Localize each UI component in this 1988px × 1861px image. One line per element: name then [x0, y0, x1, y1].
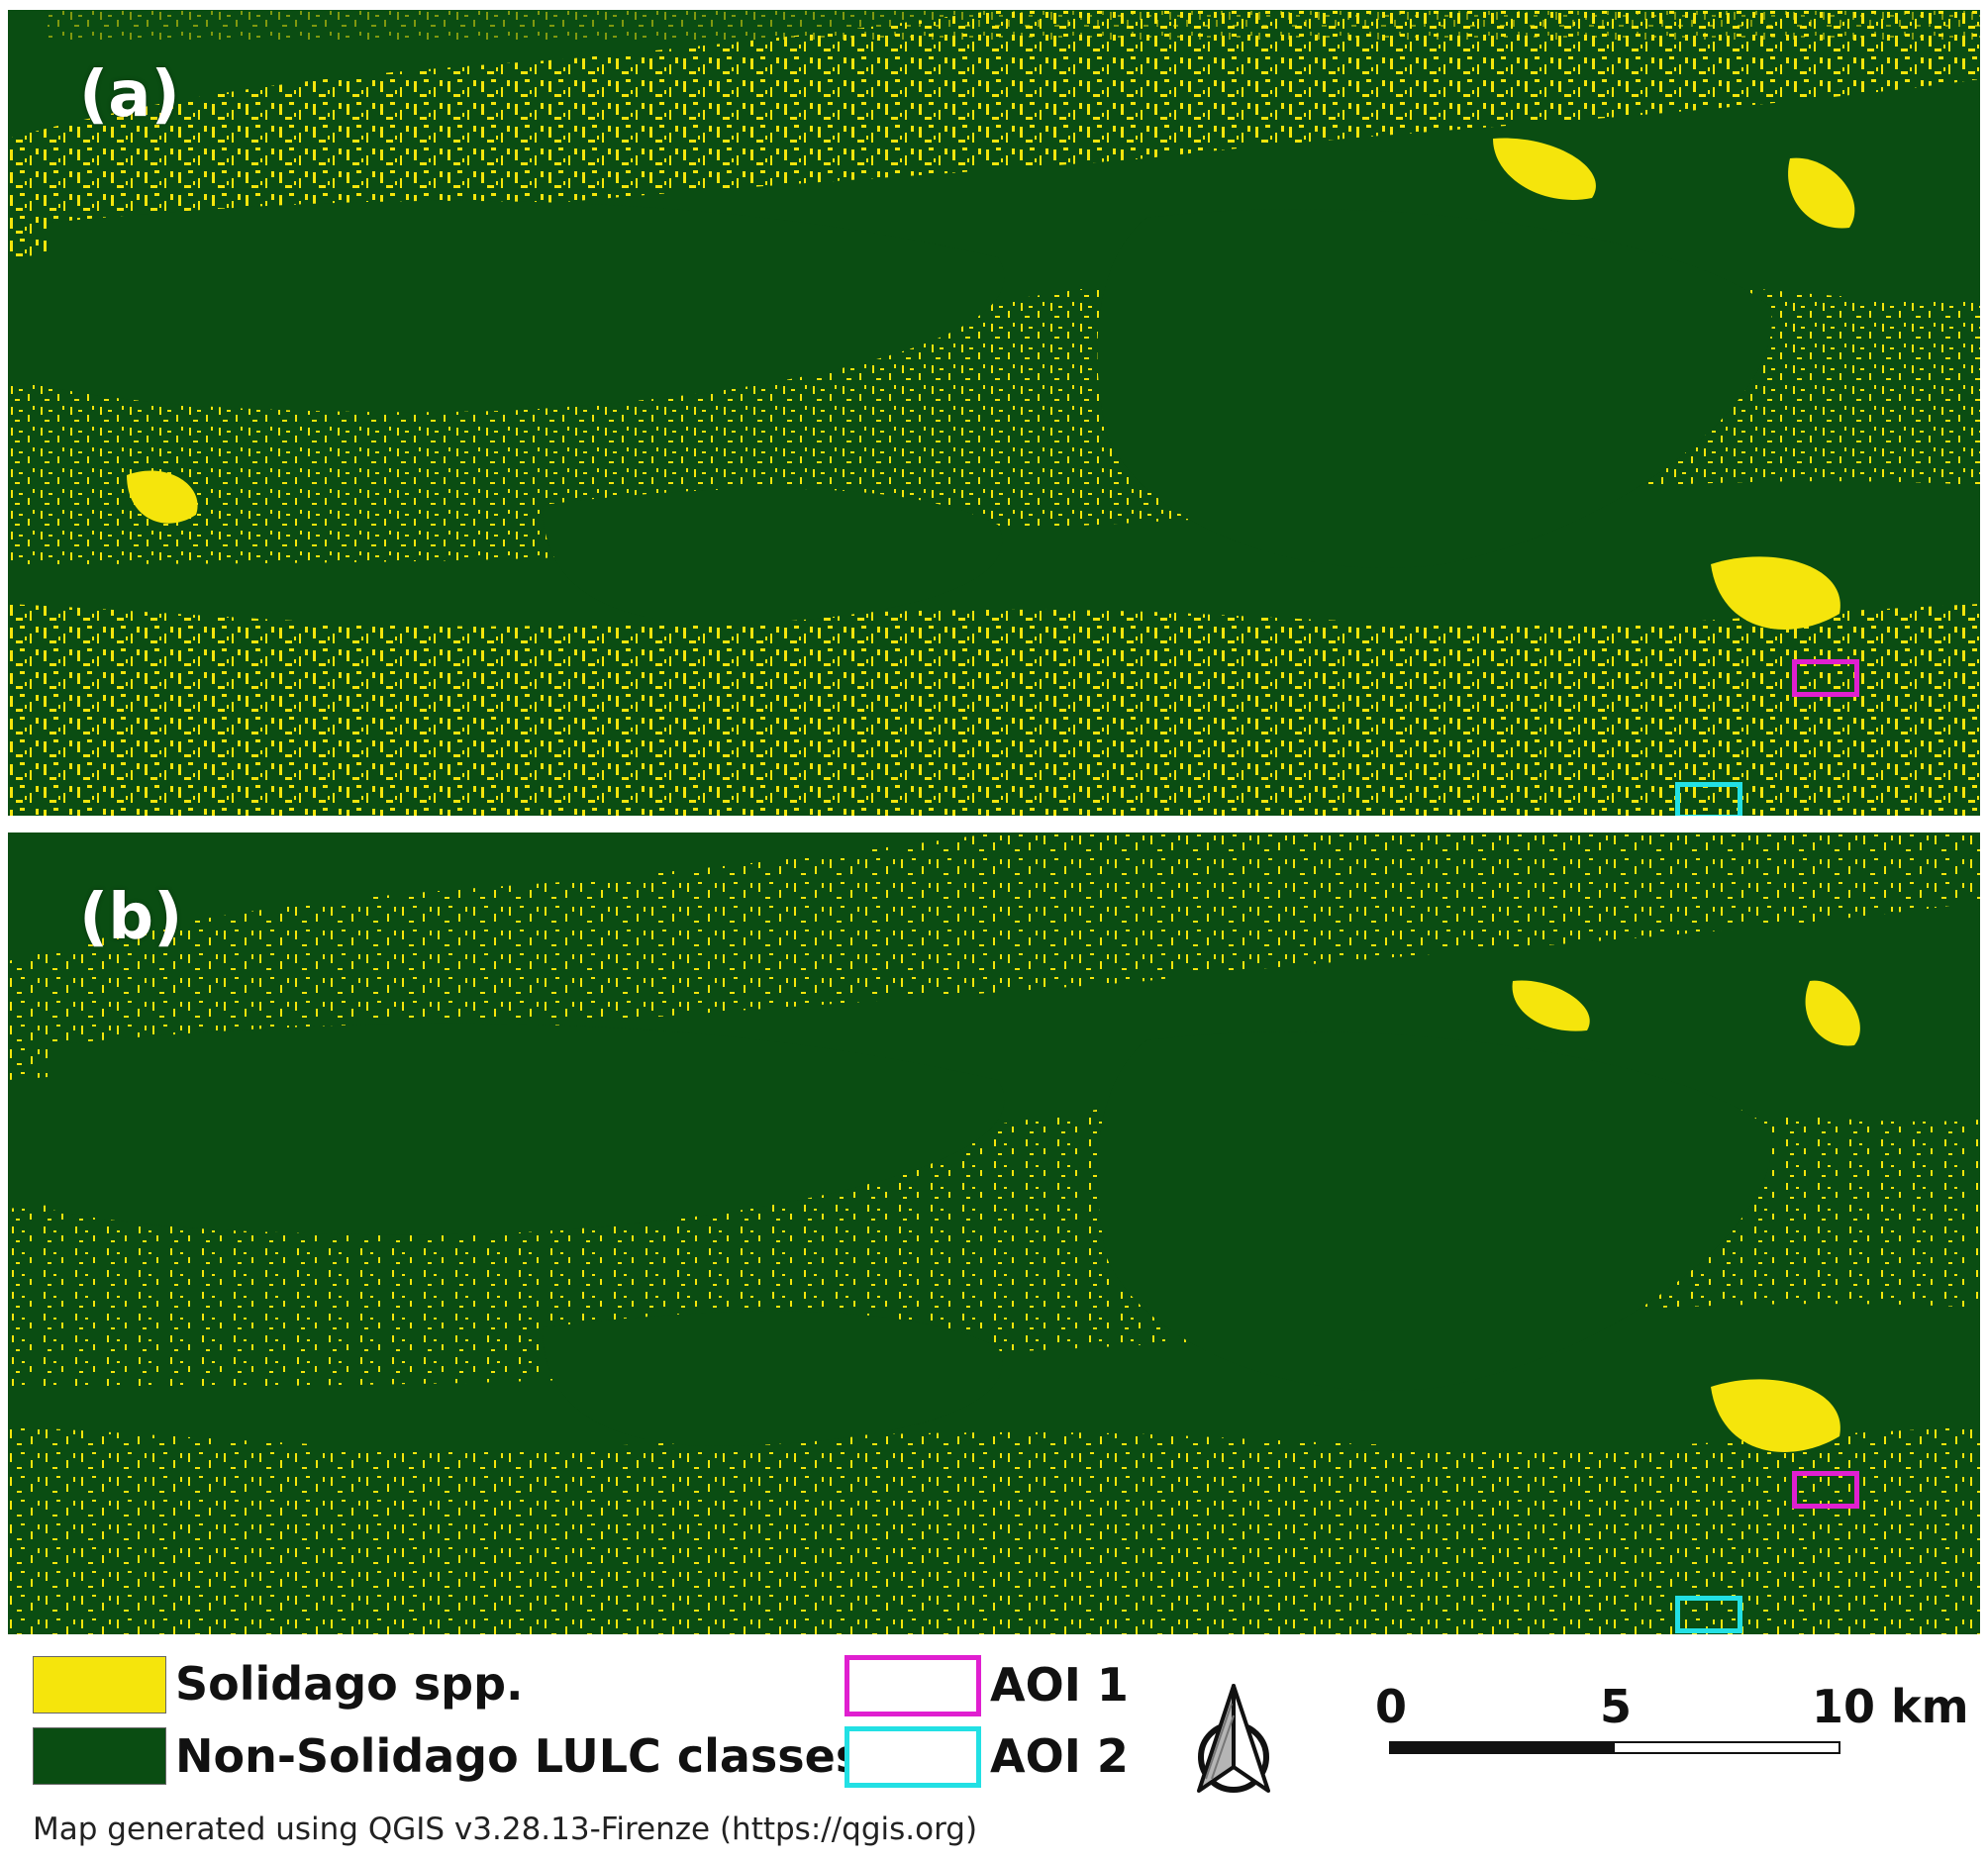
aoi-2-box-a	[1675, 782, 1742, 816]
scale-label-10-km: 10 km	[1812, 1680, 1969, 1733]
map-credit-footnote: Map generated using QGIS v3.28.13-Firenz…	[33, 1812, 978, 1847]
dense-patches-b	[48, 1023, 1772, 1446]
aoi-2-box-b	[1675, 1596, 1742, 1633]
scale-bar-fill	[1391, 1743, 1615, 1752]
scale-label-5: 5	[1600, 1680, 1633, 1733]
classification-map-a	[8, 10, 1980, 816]
non-solidago-legend-label: Non-Solidago LULC classes	[175, 1729, 863, 1783]
bright-clusters-b	[1512, 980, 1860, 1452]
map-panel-a: (a)	[8, 10, 1980, 816]
panel-label-b: (b)	[79, 881, 183, 954]
aoi-1-box-a	[1792, 659, 1859, 697]
scale-label-0: 0	[1375, 1680, 1408, 1733]
aoi-2-swatch	[845, 1726, 981, 1788]
classification-map-b	[8, 833, 1980, 1634]
scale-bar	[1389, 1741, 1840, 1754]
aoi-1-box-b	[1792, 1471, 1859, 1509]
solidago-patches-b	[8, 833, 1980, 1634]
aoi-1-swatch	[845, 1655, 981, 1716]
map-legend: Solidago spp. Non-Solidago LULC classes …	[0, 1634, 1988, 1861]
panel-label-a: (a)	[79, 58, 180, 132]
solidago-legend-label: Solidago spp.	[175, 1657, 524, 1711]
aoi-1-legend-label: AOI 1	[990, 1658, 1129, 1712]
map-panel-b: (b)	[8, 833, 1980, 1634]
aoi-2-legend-label: AOI 2	[990, 1729, 1129, 1783]
north-arrow-icon	[1197, 1684, 1270, 1793]
non-solidago-swatch	[33, 1727, 166, 1785]
bright-clusters-a	[127, 138, 1855, 630]
solidago-swatch	[33, 1656, 166, 1714]
dense-patches-a	[48, 200, 1772, 624]
